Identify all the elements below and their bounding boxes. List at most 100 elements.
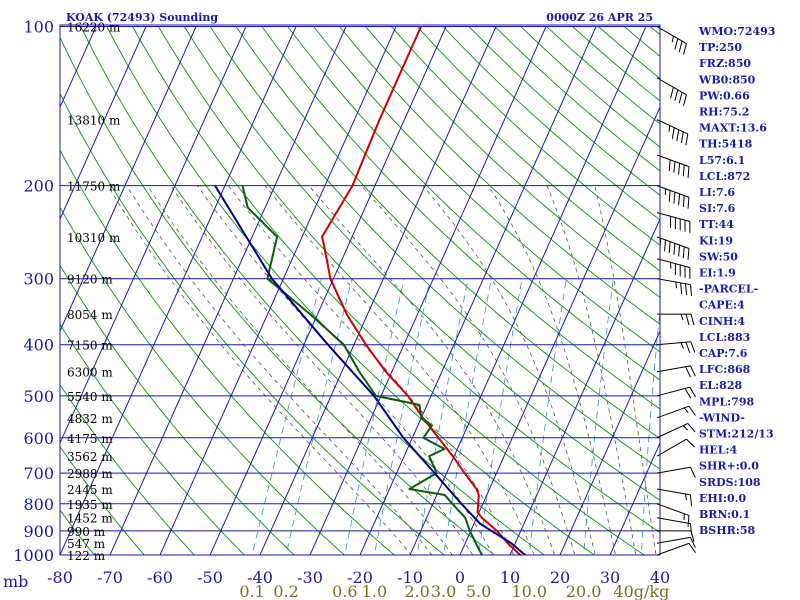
index-readout: LCL:872 xyxy=(699,170,750,183)
isotherm-line xyxy=(559,329,660,555)
height-label: 6300 m xyxy=(67,366,113,380)
dry-adiabat-line xyxy=(60,445,145,555)
isotherm-line xyxy=(459,105,660,555)
index-readout: CAP:7.6 xyxy=(699,347,748,360)
dry-adiabat-line xyxy=(391,26,660,272)
mixing-ratio-line xyxy=(583,278,614,555)
wind-barb xyxy=(656,278,693,296)
moist-adiabat-line xyxy=(487,185,616,555)
mixing-ratio-line xyxy=(373,278,431,555)
dry-adiabat-line xyxy=(60,323,245,555)
sounding-time: 0000Z 26 APR 25 xyxy=(546,11,653,24)
isotherm-line xyxy=(509,217,660,555)
wind-barb xyxy=(656,185,690,209)
wind-barbs xyxy=(656,26,697,556)
index-readout: BRN:0.1 xyxy=(699,508,750,521)
isotherm-line xyxy=(359,26,597,555)
dry-adiabat-line xyxy=(60,264,295,555)
index-readout: KI:19 xyxy=(699,234,733,247)
index-readout: SRDS:108 xyxy=(699,476,761,489)
pressure-tick-label: 700 xyxy=(23,464,54,483)
mixing-ratio-line xyxy=(416,278,469,555)
pressure-tick-label: 500 xyxy=(23,387,54,406)
dry-adiabat-line xyxy=(60,36,496,555)
moist-adiabat-line xyxy=(228,185,515,555)
isotherm-line xyxy=(409,26,647,555)
temperature-trace xyxy=(321,26,525,555)
wind-barb xyxy=(656,236,690,260)
dry-adiabat-line xyxy=(339,26,660,325)
index-readout: BSHR:58 xyxy=(699,524,755,537)
wind-barb xyxy=(656,466,696,478)
mixing-ratio-label: 0.2 xyxy=(273,582,298,600)
mixing-ratio-label: 3.0 xyxy=(431,582,456,600)
height-label: 990 m xyxy=(67,525,106,539)
moist-adiabat-line xyxy=(126,185,433,555)
wind-barb xyxy=(656,405,696,419)
moist-adiabat-line xyxy=(308,185,556,555)
height-label: 11750 m xyxy=(67,180,121,194)
index-readout: EI:1.9 xyxy=(699,267,736,280)
height-label: 1452 m xyxy=(67,512,113,526)
mixing-ratio-line xyxy=(478,278,523,555)
wind-barb xyxy=(656,517,693,536)
temperature-tick-label: -40 xyxy=(247,568,273,587)
y-axis-unit: mb xyxy=(3,572,28,591)
mixing-ratio-labels: 0.1 0.2 0.6 1.0 2.0 3.0 5.0 10.0 20.0 40g/kg xyxy=(239,582,669,600)
index-readout: FRZ:850 xyxy=(699,57,751,70)
wind-barb xyxy=(656,154,690,179)
dry-adiabat-line xyxy=(235,26,660,440)
wind-barb xyxy=(656,386,697,399)
height-label: 4175 m xyxy=(67,432,113,446)
height-label: 13810 m xyxy=(67,114,121,128)
height-label: 2445 m xyxy=(67,483,113,497)
dry-adiabat-line xyxy=(209,26,660,470)
dry-adiabat-line xyxy=(60,383,195,555)
pressure-tick-label: 900 xyxy=(23,522,54,541)
moist-adiabat-line xyxy=(264,185,535,555)
index-readout: CINH:4 xyxy=(699,315,745,328)
moist-adiabat-line xyxy=(107,185,412,555)
temperature-tick-label: 10 xyxy=(500,568,520,587)
dry-adiabat-line xyxy=(313,26,660,353)
height-label: 122 m xyxy=(67,549,106,563)
temperature-tick-label: 40 xyxy=(650,568,670,587)
isotherm-line xyxy=(259,26,497,555)
dry-adiabat-line xyxy=(132,26,646,555)
temperature-tick-label: -20 xyxy=(347,568,373,587)
dry-adiabat-line xyxy=(754,27,800,562)
dry-adiabat-line xyxy=(416,26,660,246)
pressure-tick-label: 300 xyxy=(23,270,54,289)
sounding-traces xyxy=(214,26,527,555)
mixing-ratio-label: 2.0 xyxy=(404,582,429,600)
height-label: 5540 m xyxy=(67,390,113,404)
isotherm-line xyxy=(309,26,547,555)
index-readout: TH:5418 xyxy=(699,138,753,151)
height-label: 8054 m xyxy=(67,308,113,322)
indices-panel: WMO:72493 TP:250 FRZ:850 WB0:850 PW:0.66 RH:7… xyxy=(698,25,775,537)
temperature-tick-label: -80 xyxy=(47,568,73,587)
wind-barb xyxy=(657,313,695,326)
index-readout: SI:7.6 xyxy=(699,202,736,215)
mixing-ratio-label: 5.0 xyxy=(466,582,491,600)
height-label: 547 m xyxy=(67,537,106,551)
dry-adiabat-line xyxy=(365,26,660,298)
index-readout: WB0:850 xyxy=(698,73,756,86)
wind-barb xyxy=(656,77,687,106)
index-readout: EL:828 xyxy=(699,379,742,392)
dry-adiabat-line xyxy=(80,26,546,555)
wind-barb xyxy=(656,365,696,378)
dry-adiabat-line xyxy=(60,206,345,555)
wind-barb xyxy=(656,422,696,439)
pressure-tick-label: 200 xyxy=(23,177,54,196)
pressure-tick-labels: 100 200 300 400 500 600 700 800 900 1000 xyxy=(13,18,54,565)
height-label: 1935 m xyxy=(67,498,113,512)
dry-adiabats xyxy=(60,26,800,562)
dry-adiabat-line xyxy=(60,509,95,555)
isotherm-line xyxy=(60,26,147,221)
isotherm-line xyxy=(159,26,397,555)
index-readout: WMO:72493 xyxy=(698,25,775,38)
moist-adiabat-line xyxy=(594,185,657,555)
index-readout: SW:50 xyxy=(699,250,738,263)
isotherm-line xyxy=(60,26,197,333)
